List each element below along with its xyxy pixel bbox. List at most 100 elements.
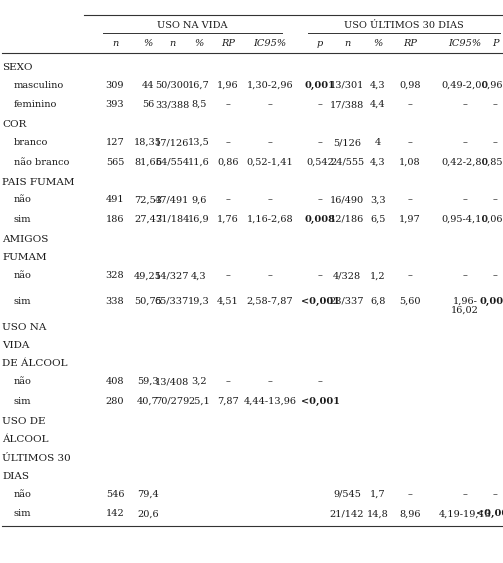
Text: 0,968: 0,968	[481, 81, 503, 90]
Text: 16,9: 16,9	[188, 215, 210, 224]
Text: 408: 408	[106, 377, 124, 386]
Text: DE ÁLCOOL: DE ÁLCOOL	[2, 359, 67, 368]
Text: 142: 142	[106, 510, 124, 519]
Text: –: –	[317, 138, 322, 147]
Text: n: n	[169, 38, 175, 47]
Text: 49,25: 49,25	[134, 271, 162, 280]
Text: não: não	[14, 490, 32, 499]
Text: –: –	[225, 195, 230, 204]
Text: 27,47: 27,47	[134, 215, 162, 224]
Text: 1,96-: 1,96-	[453, 297, 477, 306]
Text: 72,53: 72,53	[134, 195, 162, 204]
Text: 280: 280	[106, 397, 124, 406]
Text: 40,7: 40,7	[137, 397, 159, 406]
Text: 0,98: 0,98	[399, 81, 421, 90]
Text: 56: 56	[142, 100, 154, 109]
Text: 9/545: 9/545	[333, 490, 361, 499]
Text: 0,001: 0,001	[305, 81, 336, 90]
Text: 20,6: 20,6	[137, 510, 159, 519]
Text: –: –	[407, 490, 412, 499]
Text: sim: sim	[14, 510, 32, 519]
Text: 0,542: 0,542	[306, 158, 334, 167]
Text: 0,49-2,00: 0,49-2,00	[442, 81, 488, 90]
Text: 1,97: 1,97	[399, 215, 421, 224]
Text: 5,60: 5,60	[399, 297, 421, 306]
Text: 4,3: 4,3	[191, 271, 207, 280]
Text: 31/184: 31/184	[155, 215, 189, 224]
Text: 17/126: 17/126	[155, 138, 189, 147]
Text: FUMAM: FUMAM	[2, 253, 47, 262]
Text: 127: 127	[106, 138, 124, 147]
Text: 12/186: 12/186	[330, 215, 364, 224]
Text: –: –	[268, 377, 273, 386]
Text: –: –	[268, 138, 273, 147]
Text: USO DE: USO DE	[2, 417, 45, 426]
Text: <0,001: <0,001	[301, 397, 340, 406]
Text: –: –	[463, 100, 467, 109]
Text: p: p	[317, 38, 323, 47]
Text: 79,4: 79,4	[137, 490, 159, 499]
Text: PAIS FUMAM: PAIS FUMAM	[2, 178, 74, 187]
Text: sim: sim	[14, 297, 32, 306]
Text: feminino: feminino	[14, 100, 57, 109]
Text: –: –	[463, 490, 467, 499]
Text: 4,19-19,13: 4,19-19,13	[439, 510, 491, 519]
Text: RP: RP	[221, 38, 235, 47]
Text: %: %	[194, 38, 204, 47]
Text: sim: sim	[14, 215, 32, 224]
Text: –: –	[463, 138, 467, 147]
Text: <0,001: <0,001	[475, 510, 503, 519]
Text: não: não	[14, 195, 32, 204]
Text: 0,008: 0,008	[304, 215, 336, 224]
Text: 1,16-2,68: 1,16-2,68	[246, 215, 293, 224]
Text: 1,08: 1,08	[399, 158, 421, 167]
Text: 4/328: 4/328	[333, 271, 361, 280]
Text: COR: COR	[2, 120, 26, 129]
Text: AMIGOS: AMIGOS	[2, 235, 48, 244]
Text: –: –	[225, 377, 230, 386]
Text: USO ÚLTIMOS 30 DIAS: USO ÚLTIMOS 30 DIAS	[344, 20, 464, 29]
Text: 4,4: 4,4	[370, 100, 386, 109]
Text: 1,2: 1,2	[370, 271, 386, 280]
Text: SEXO: SEXO	[2, 63, 33, 72]
Text: –: –	[407, 195, 412, 204]
Text: branco: branco	[14, 138, 48, 147]
Text: 50,75: 50,75	[134, 297, 162, 306]
Text: 1,96: 1,96	[217, 81, 239, 90]
Text: –: –	[225, 100, 230, 109]
Text: –: –	[463, 195, 467, 204]
Text: não: não	[14, 271, 32, 280]
Text: –: –	[317, 271, 322, 280]
Text: 11,6: 11,6	[188, 158, 210, 167]
Text: –: –	[492, 195, 497, 204]
Text: 16,7: 16,7	[188, 81, 210, 90]
Text: 19,3: 19,3	[188, 297, 210, 306]
Text: %: %	[373, 38, 383, 47]
Text: –: –	[492, 271, 497, 280]
Text: 17/388: 17/388	[330, 100, 364, 109]
Text: 21/142: 21/142	[330, 510, 364, 519]
Text: 328: 328	[106, 271, 124, 280]
Text: n: n	[112, 38, 118, 47]
Text: 8,5: 8,5	[191, 100, 207, 109]
Text: 47/491: 47/491	[155, 195, 189, 204]
Text: –: –	[225, 138, 230, 147]
Text: 565: 565	[106, 158, 124, 167]
Text: 65/337: 65/337	[155, 297, 189, 306]
Text: IC95%: IC95%	[254, 38, 287, 47]
Text: 491: 491	[106, 195, 124, 204]
Text: RP: RP	[403, 38, 417, 47]
Text: P: P	[492, 38, 498, 47]
Text: 1,76: 1,76	[217, 215, 239, 224]
Text: 25,1: 25,1	[188, 397, 210, 406]
Text: VIDA: VIDA	[2, 341, 29, 350]
Text: sim: sim	[14, 397, 32, 406]
Text: –: –	[492, 100, 497, 109]
Text: 546: 546	[106, 490, 124, 499]
Text: 186: 186	[106, 215, 124, 224]
Text: %: %	[143, 38, 152, 47]
Text: 33/388: 33/388	[155, 100, 189, 109]
Text: –: –	[225, 271, 230, 280]
Text: 16,02: 16,02	[451, 305, 479, 314]
Text: 2,58-7,87: 2,58-7,87	[246, 297, 293, 306]
